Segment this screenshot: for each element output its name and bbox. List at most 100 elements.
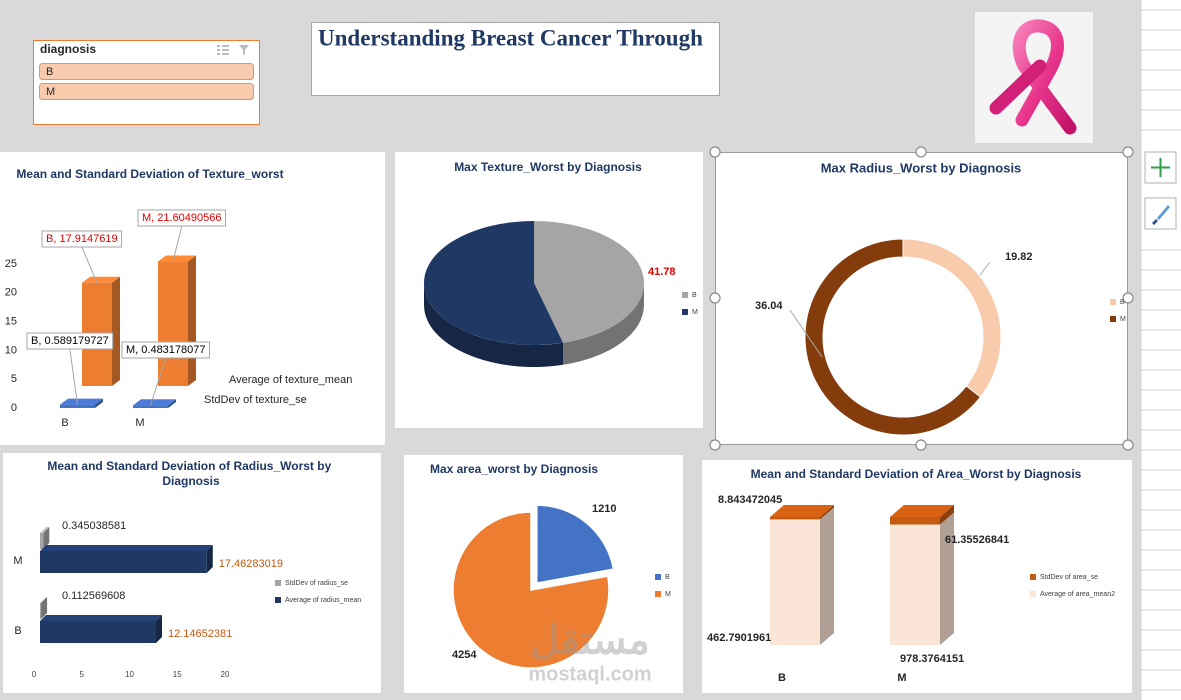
legend-swatch [275, 580, 281, 586]
legend-swatch [1030, 574, 1036, 580]
data-label: 12.14652381 [168, 628, 232, 640]
chart-title: Max area_worst by Diagnosis [430, 462, 598, 476]
slice-side [563, 283, 644, 365]
slicer-item-label: B [46, 66, 53, 78]
data-label: 36.04 [755, 300, 783, 312]
bar-top [770, 505, 834, 517]
legend-label: Average of area_mean2 [1040, 591, 1115, 598]
chart-title: Max Radius_Worst by Diagnosis [821, 160, 1022, 175]
bar [133, 405, 168, 408]
series-label: StdDev of texture_se [204, 394, 307, 406]
leader-line [789, 309, 823, 358]
x-tick-label: 0 [32, 670, 37, 679]
bar [60, 404, 95, 408]
data-label: B, 0.589179727 [31, 335, 109, 347]
y-tick-label: 10 [5, 344, 17, 356]
bar-top [40, 615, 162, 621]
x-tick-label: M [897, 672, 906, 684]
chart-style-button[interactable] [1144, 197, 1177, 230]
chart-title: Mean and Standard Deviation of Area_Wors… [751, 467, 1082, 481]
slice [452, 511, 610, 669]
y-tick-label: 20 [5, 287, 17, 299]
bar-side [155, 615, 162, 643]
slicer: diagnosis B M [33, 40, 260, 125]
legend-label: B [692, 292, 697, 299]
legend-label: StdDev of area_se [1040, 574, 1098, 581]
charts: 0 5 10 15 20 25 B M B, 17.9147619 M, 21.60490566 B… [5, 209, 1126, 684]
legend-label: M [692, 309, 698, 316]
bar [40, 621, 156, 643]
data-label: M, 0.483178077 [126, 344, 206, 356]
bar [40, 603, 42, 619]
data-label: 61.35526841 [945, 534, 1009, 546]
dashboard-title: Understanding Breast Cancer Through [318, 25, 703, 50]
legend-swatch [1110, 316, 1116, 322]
y-tick-label: B [14, 625, 21, 637]
bar [770, 519, 820, 645]
y-tick-label: 0 [11, 402, 17, 414]
legend-swatch [682, 309, 688, 315]
y-tick-label: 25 [5, 258, 17, 270]
series-label: Average of texture_mean [229, 374, 352, 386]
legend-label: Average of radius_mean [285, 597, 361, 604]
x-tick-label: 20 [221, 670, 230, 679]
bar-side [206, 545, 213, 573]
chart-panel-selected[interactable] [715, 152, 1128, 445]
y-tick-label: 5 [11, 373, 17, 385]
slicer-item[interactable]: M [39, 83, 254, 100]
leader-line [69, 348, 78, 405]
ring-segment [804, 238, 982, 436]
bar-side [168, 399, 176, 408]
bar-side [940, 512, 954, 645]
legend-swatch [682, 292, 688, 298]
x-tick-label: B [61, 417, 68, 429]
x-tick-label: B [778, 672, 786, 684]
bar-side [188, 255, 196, 386]
add-element-button[interactable] [1144, 151, 1177, 184]
multi-select-icon[interactable] [217, 45, 229, 55]
watermark: mostaql.com [528, 663, 651, 685]
data-label: 8.843472045 [718, 494, 782, 506]
data-label: 17.46283019 [219, 558, 283, 570]
legend-swatch [1110, 299, 1116, 305]
selection-handles[interactable] [709, 146, 1134, 451]
legend-label: B [1120, 299, 1125, 306]
bar [770, 517, 820, 520]
data-label: B, 17.9147619 [46, 233, 118, 245]
slicer-item[interactable]: B [39, 63, 254, 80]
leader-line [172, 225, 183, 262]
x-tick-label: M [135, 417, 144, 429]
legend-swatch [1030, 591, 1036, 597]
bar [890, 517, 940, 525]
sheet-rows [1140, 0, 1181, 700]
data-label: 4254 [452, 649, 477, 661]
legend-label: StdDev of radius_se [285, 580, 348, 587]
data-label: 462.7901961 [707, 632, 771, 644]
bar [40, 551, 207, 573]
clear-filter-icon[interactable] [239, 45, 249, 55]
bar-side [940, 505, 954, 525]
data-label: 1210 [592, 503, 616, 515]
data-label: 41.78 [648, 266, 676, 278]
watermark: مستقل [530, 619, 650, 663]
leader-line [979, 261, 991, 276]
y-tick-label: M [13, 555, 22, 567]
x-tick-label: 5 [80, 670, 85, 679]
chart-title: Mean and Standard Deviation of Texture_w… [16, 167, 283, 181]
slicer-item-label: M [46, 86, 55, 98]
bar-top [82, 276, 120, 283]
ribbon-image [975, 12, 1093, 143]
x-tick-label: 15 [173, 670, 182, 679]
bar-top [890, 505, 954, 517]
bar-side [112, 276, 120, 386]
chart-title: Mean and Standard Deviation of Radius_Wo… [47, 459, 334, 488]
legend-swatch [275, 597, 281, 603]
bar-top [40, 597, 48, 603]
legend-label: M [665, 591, 671, 598]
data-label: 978.3764151 [900, 653, 964, 665]
x-tick-label: 10 [125, 670, 134, 679]
bar-side [95, 398, 103, 408]
header-box [311, 22, 720, 96]
chart-title: Max Texture_Worst by Diagnosis [454, 160, 642, 174]
